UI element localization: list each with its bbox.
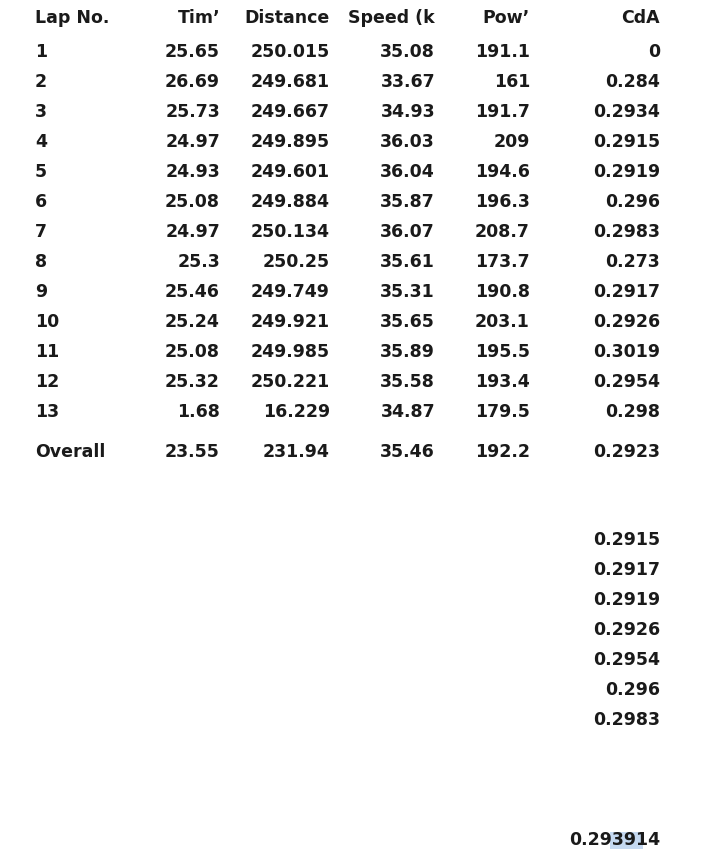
Text: 249.985: 249.985 xyxy=(251,343,330,361)
Text: 249.667: 249.667 xyxy=(251,103,330,121)
Text: 36.03: 36.03 xyxy=(380,133,435,151)
Text: 25.73: 25.73 xyxy=(166,103,220,121)
Text: 195.5: 195.5 xyxy=(475,343,530,361)
Text: 0.2923: 0.2923 xyxy=(593,443,660,461)
Text: 0.2917: 0.2917 xyxy=(593,561,660,579)
Text: 173.7: 173.7 xyxy=(475,253,530,271)
Text: 191.1: 191.1 xyxy=(475,43,530,61)
Text: 25.32: 25.32 xyxy=(165,373,220,391)
Text: 25.3: 25.3 xyxy=(177,253,220,271)
Text: 249.601: 249.601 xyxy=(251,163,330,181)
Text: 0.2926: 0.2926 xyxy=(593,313,660,331)
Text: 0.273: 0.273 xyxy=(606,253,660,271)
Text: 0.293914: 0.293914 xyxy=(569,831,660,849)
Text: 250.221: 250.221 xyxy=(251,373,330,391)
Text: 36.04: 36.04 xyxy=(380,163,435,181)
Text: 35.89: 35.89 xyxy=(380,343,435,361)
Text: CdA: CdA xyxy=(621,9,660,27)
Text: 0.296: 0.296 xyxy=(605,193,660,211)
Text: 13: 13 xyxy=(35,403,59,421)
Text: 33.67: 33.67 xyxy=(380,73,435,91)
Text: 16.229: 16.229 xyxy=(263,403,330,421)
Text: 6: 6 xyxy=(35,193,47,211)
Text: 25.46: 25.46 xyxy=(165,283,220,301)
Text: 0.2926: 0.2926 xyxy=(593,621,660,639)
Text: 0.2919: 0.2919 xyxy=(593,163,660,181)
Text: 7: 7 xyxy=(35,223,47,241)
Text: 0.296: 0.296 xyxy=(605,681,660,699)
Text: 24.97: 24.97 xyxy=(166,223,220,241)
Text: Pow’: Pow’ xyxy=(482,9,530,27)
Text: 0.2915: 0.2915 xyxy=(593,133,660,151)
Text: 190.8: 190.8 xyxy=(475,283,530,301)
Text: 191.7: 191.7 xyxy=(475,103,530,121)
Text: 209: 209 xyxy=(494,133,530,151)
Text: 35.87: 35.87 xyxy=(380,193,435,211)
Text: 10: 10 xyxy=(35,313,59,331)
Text: 34.93: 34.93 xyxy=(380,103,435,121)
Text: 3: 3 xyxy=(35,103,47,121)
Text: 35.08: 35.08 xyxy=(380,43,435,61)
Text: 193.4: 193.4 xyxy=(475,373,530,391)
Text: 24.93: 24.93 xyxy=(166,163,220,181)
Text: 179.5: 179.5 xyxy=(475,403,530,421)
FancyBboxPatch shape xyxy=(611,831,644,849)
Text: 35.65: 35.65 xyxy=(380,313,435,331)
Text: 36.07: 36.07 xyxy=(380,223,435,241)
Text: 0.298: 0.298 xyxy=(605,403,660,421)
Text: 25.08: 25.08 xyxy=(165,343,220,361)
Text: 249.895: 249.895 xyxy=(251,133,330,151)
Text: 0.2983: 0.2983 xyxy=(593,711,660,729)
Text: 249.681: 249.681 xyxy=(251,73,330,91)
Text: 0.2983: 0.2983 xyxy=(593,223,660,241)
Text: Speed (k: Speed (k xyxy=(348,9,435,27)
Text: 250.134: 250.134 xyxy=(251,223,330,241)
Text: 24.97: 24.97 xyxy=(166,133,220,151)
Text: 0.2954: 0.2954 xyxy=(593,373,660,391)
Text: 35.31: 35.31 xyxy=(380,283,435,301)
Text: 2: 2 xyxy=(35,73,47,91)
Text: 35.58: 35.58 xyxy=(380,373,435,391)
Text: 0.2917: 0.2917 xyxy=(593,283,660,301)
Text: 26.69: 26.69 xyxy=(165,73,220,91)
Text: 0.3019: 0.3019 xyxy=(593,343,660,361)
Text: 4: 4 xyxy=(35,133,47,151)
Text: Overall: Overall xyxy=(35,443,105,461)
Text: 25.08: 25.08 xyxy=(165,193,220,211)
Text: 0.2919: 0.2919 xyxy=(593,591,660,609)
Text: 35.61: 35.61 xyxy=(380,253,435,271)
Text: 25.24: 25.24 xyxy=(165,313,220,331)
Text: 249.749: 249.749 xyxy=(251,283,330,301)
Text: 34.87: 34.87 xyxy=(380,403,435,421)
Text: 23.55: 23.55 xyxy=(165,443,220,461)
Text: 203.1: 203.1 xyxy=(475,313,530,331)
Text: Lap No.: Lap No. xyxy=(35,9,109,27)
Text: 1: 1 xyxy=(35,43,47,61)
Text: 5: 5 xyxy=(35,163,47,181)
Text: 161: 161 xyxy=(494,73,530,91)
Text: 25.65: 25.65 xyxy=(165,43,220,61)
Text: 9: 9 xyxy=(35,283,47,301)
Text: 192.2: 192.2 xyxy=(475,443,530,461)
Text: 249.921: 249.921 xyxy=(251,313,330,331)
Text: 250.25: 250.25 xyxy=(263,253,330,271)
Text: 12: 12 xyxy=(35,373,59,391)
Text: 194.6: 194.6 xyxy=(475,163,530,181)
Text: 231.94: 231.94 xyxy=(263,443,330,461)
Text: Tim’: Tim’ xyxy=(177,9,220,27)
Text: 0.2915: 0.2915 xyxy=(593,531,660,549)
Text: 35.46: 35.46 xyxy=(380,443,435,461)
Text: 0.2934: 0.2934 xyxy=(593,103,660,121)
Text: Distance: Distance xyxy=(245,9,330,27)
Text: 250.015: 250.015 xyxy=(251,43,330,61)
Text: 208.7: 208.7 xyxy=(475,223,530,241)
Text: 0.284: 0.284 xyxy=(605,73,660,91)
Text: 8: 8 xyxy=(35,253,47,271)
Text: 11: 11 xyxy=(35,343,59,361)
Text: 0: 0 xyxy=(648,43,660,61)
Text: 249.884: 249.884 xyxy=(251,193,330,211)
Text: 1.68: 1.68 xyxy=(177,403,220,421)
Text: 196.3: 196.3 xyxy=(475,193,530,211)
Text: 0.2954: 0.2954 xyxy=(593,651,660,669)
